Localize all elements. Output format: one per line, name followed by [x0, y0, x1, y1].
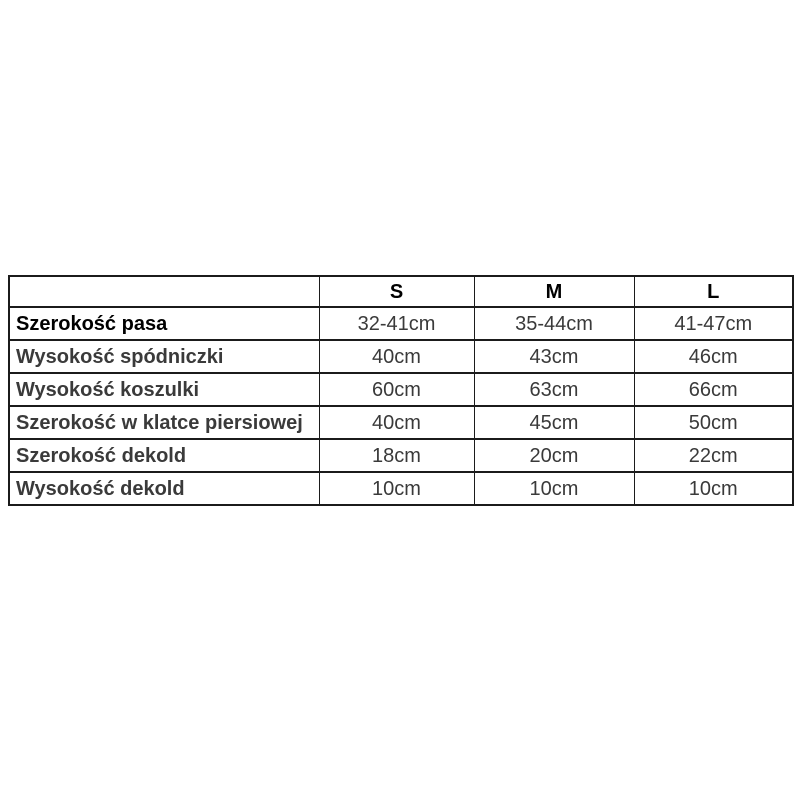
row-label: Szerokość dekold	[8, 438, 320, 473]
table-row-skirt-height: Wysokość spódniczki 40cm 43cm 46cm	[8, 339, 794, 374]
header-cell-s: S	[318, 275, 475, 308]
row-label: Szerokość pasa	[8, 306, 320, 341]
header-row: S M L	[8, 275, 794, 308]
cell-value-s: 40cm	[318, 339, 475, 374]
cell-value-m: 43cm	[473, 339, 635, 374]
cell-value-m: 35-44cm	[473, 306, 635, 341]
cell-value-l: 50cm	[633, 405, 794, 440]
row-label: Wysokość dekold	[8, 471, 320, 506]
header-cell-m: M	[473, 275, 635, 308]
row-label: Wysokość spódniczki	[8, 339, 320, 374]
cell-value-m: 10cm	[473, 471, 635, 506]
table-row-neckline-width: Szerokość dekold 18cm 20cm 22cm	[8, 438, 794, 473]
row-label: Szerokość w klatce piersiowej	[8, 405, 320, 440]
table-row-waist-width: Szerokość pasa 32-41cm 35-44cm 41-47cm	[8, 306, 794, 341]
table-row-chest-width: Szerokość w klatce piersiowej 40cm 45cm …	[8, 405, 794, 440]
cell-value-s: 60cm	[318, 372, 475, 407]
cell-value-s: 18cm	[318, 438, 475, 473]
cell-value-l: 66cm	[633, 372, 794, 407]
table-row-shirt-height: Wysokość koszulki 60cm 63cm 66cm	[8, 372, 794, 407]
cell-value-m: 20cm	[473, 438, 635, 473]
cell-value-l: 10cm	[633, 471, 794, 506]
size-table-container: S M L Szerokość pasa 32-41cm 35-44cm 41-…	[8, 275, 794, 506]
size-table: S M L Szerokość pasa 32-41cm 35-44cm 41-…	[8, 275, 794, 506]
cell-value-s: 32-41cm	[318, 306, 475, 341]
cell-value-l: 46cm	[633, 339, 794, 374]
cell-value-l: 41-47cm	[633, 306, 794, 341]
cell-value-m: 45cm	[473, 405, 635, 440]
cell-value-m: 63cm	[473, 372, 635, 407]
row-label: Wysokość koszulki	[8, 372, 320, 407]
header-cell-l: L	[633, 275, 794, 308]
cell-value-s: 40cm	[318, 405, 475, 440]
table-row-neckline-height: Wysokość dekold 10cm 10cm 10cm	[8, 471, 794, 506]
cell-value-l: 22cm	[633, 438, 794, 473]
header-cell-empty	[8, 275, 320, 308]
cell-value-s: 10cm	[318, 471, 475, 506]
